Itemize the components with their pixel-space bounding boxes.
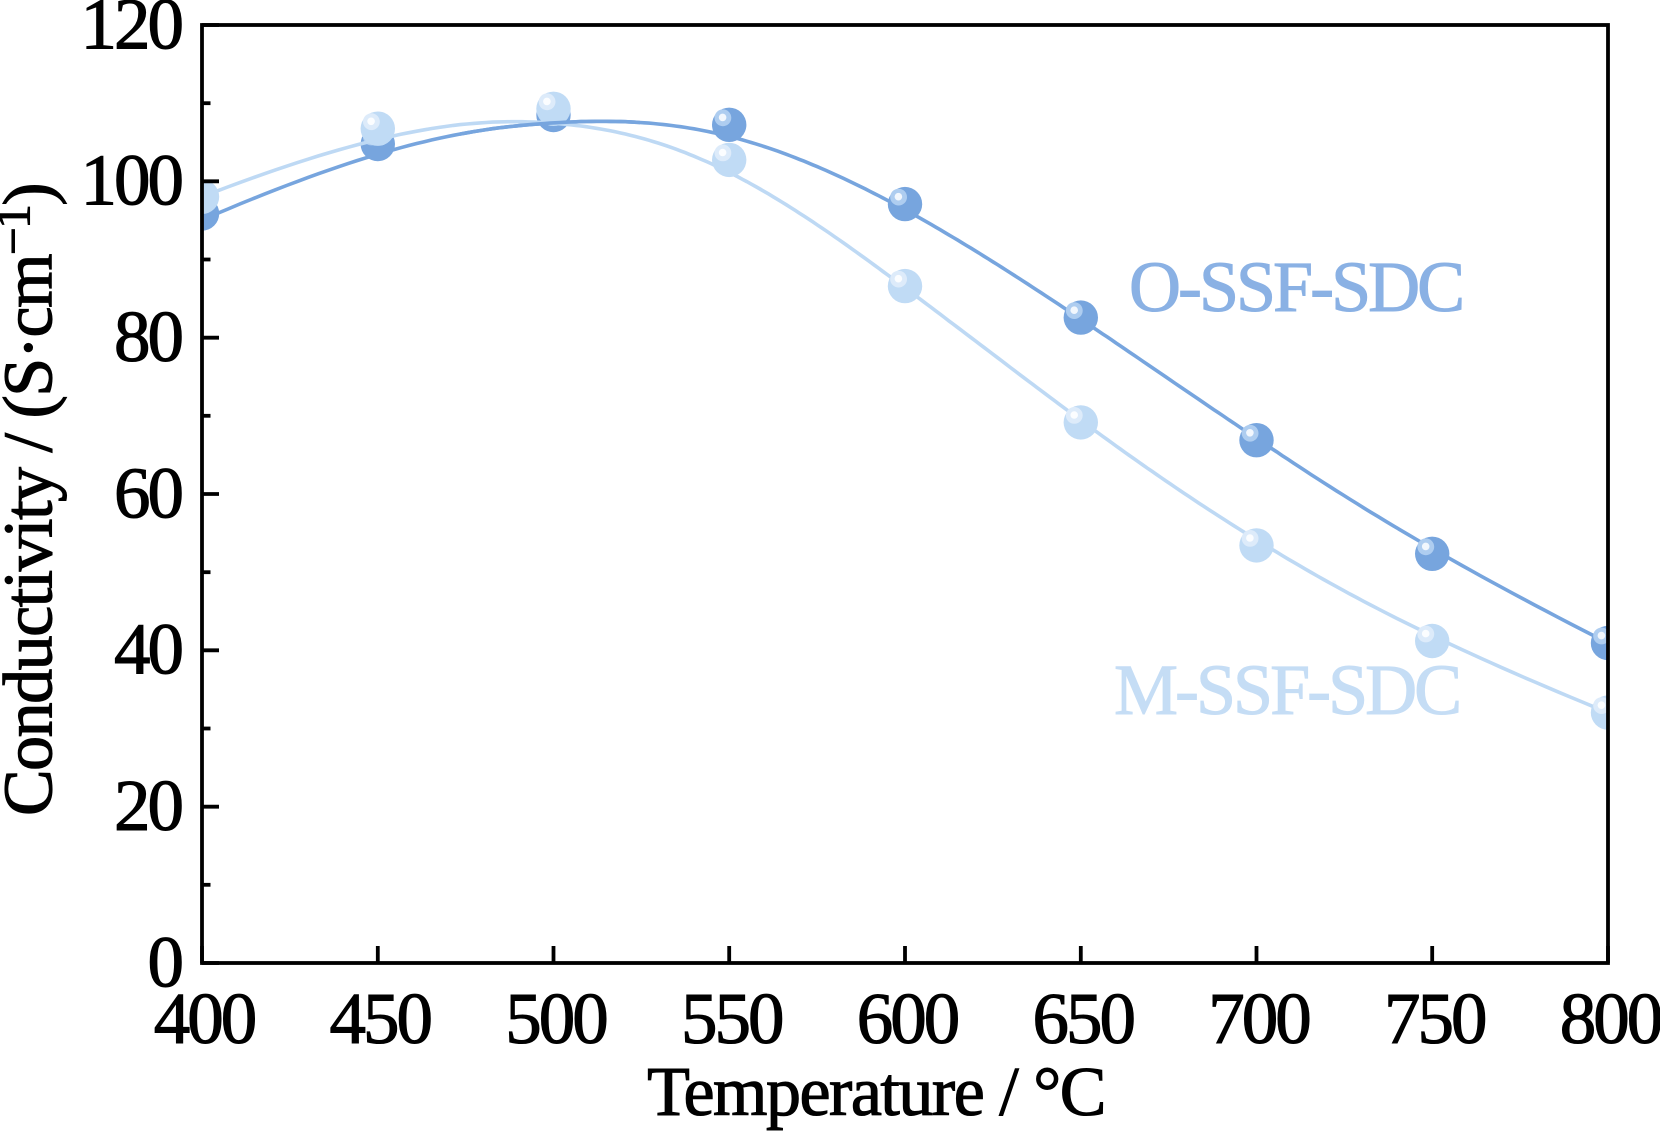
svg-text:Temperature / °C: Temperature / °C [647,1054,1105,1131]
svg-text:120: 120 [81,0,182,64]
svg-text:550: 550 [681,978,782,1059]
svg-text:450: 450 [330,978,431,1059]
svg-text:60: 60 [114,452,182,533]
svg-text:40: 40 [114,609,182,690]
svg-text:O-SSF-SDC: O-SSF-SDC [1129,247,1462,327]
svg-text:20: 20 [114,765,182,846]
svg-text:100: 100 [81,140,182,221]
svg-text:Conductivity / (S·cm−1): Conductivity / (S·cm−1) [0,184,68,816]
svg-text:600: 600 [857,978,958,1059]
svg-text:800: 800 [1560,978,1660,1059]
svg-text:700: 700 [1208,978,1309,1059]
svg-text:650: 650 [1033,978,1134,1059]
svg-text:M-SSF-SDC: M-SSF-SDC [1114,650,1459,730]
svg-text:500: 500 [505,978,606,1059]
svg-text:400: 400 [154,978,255,1059]
svg-text:750: 750 [1384,978,1485,1059]
svg-text:0: 0 [148,921,182,1002]
svg-text:80: 80 [114,296,182,377]
